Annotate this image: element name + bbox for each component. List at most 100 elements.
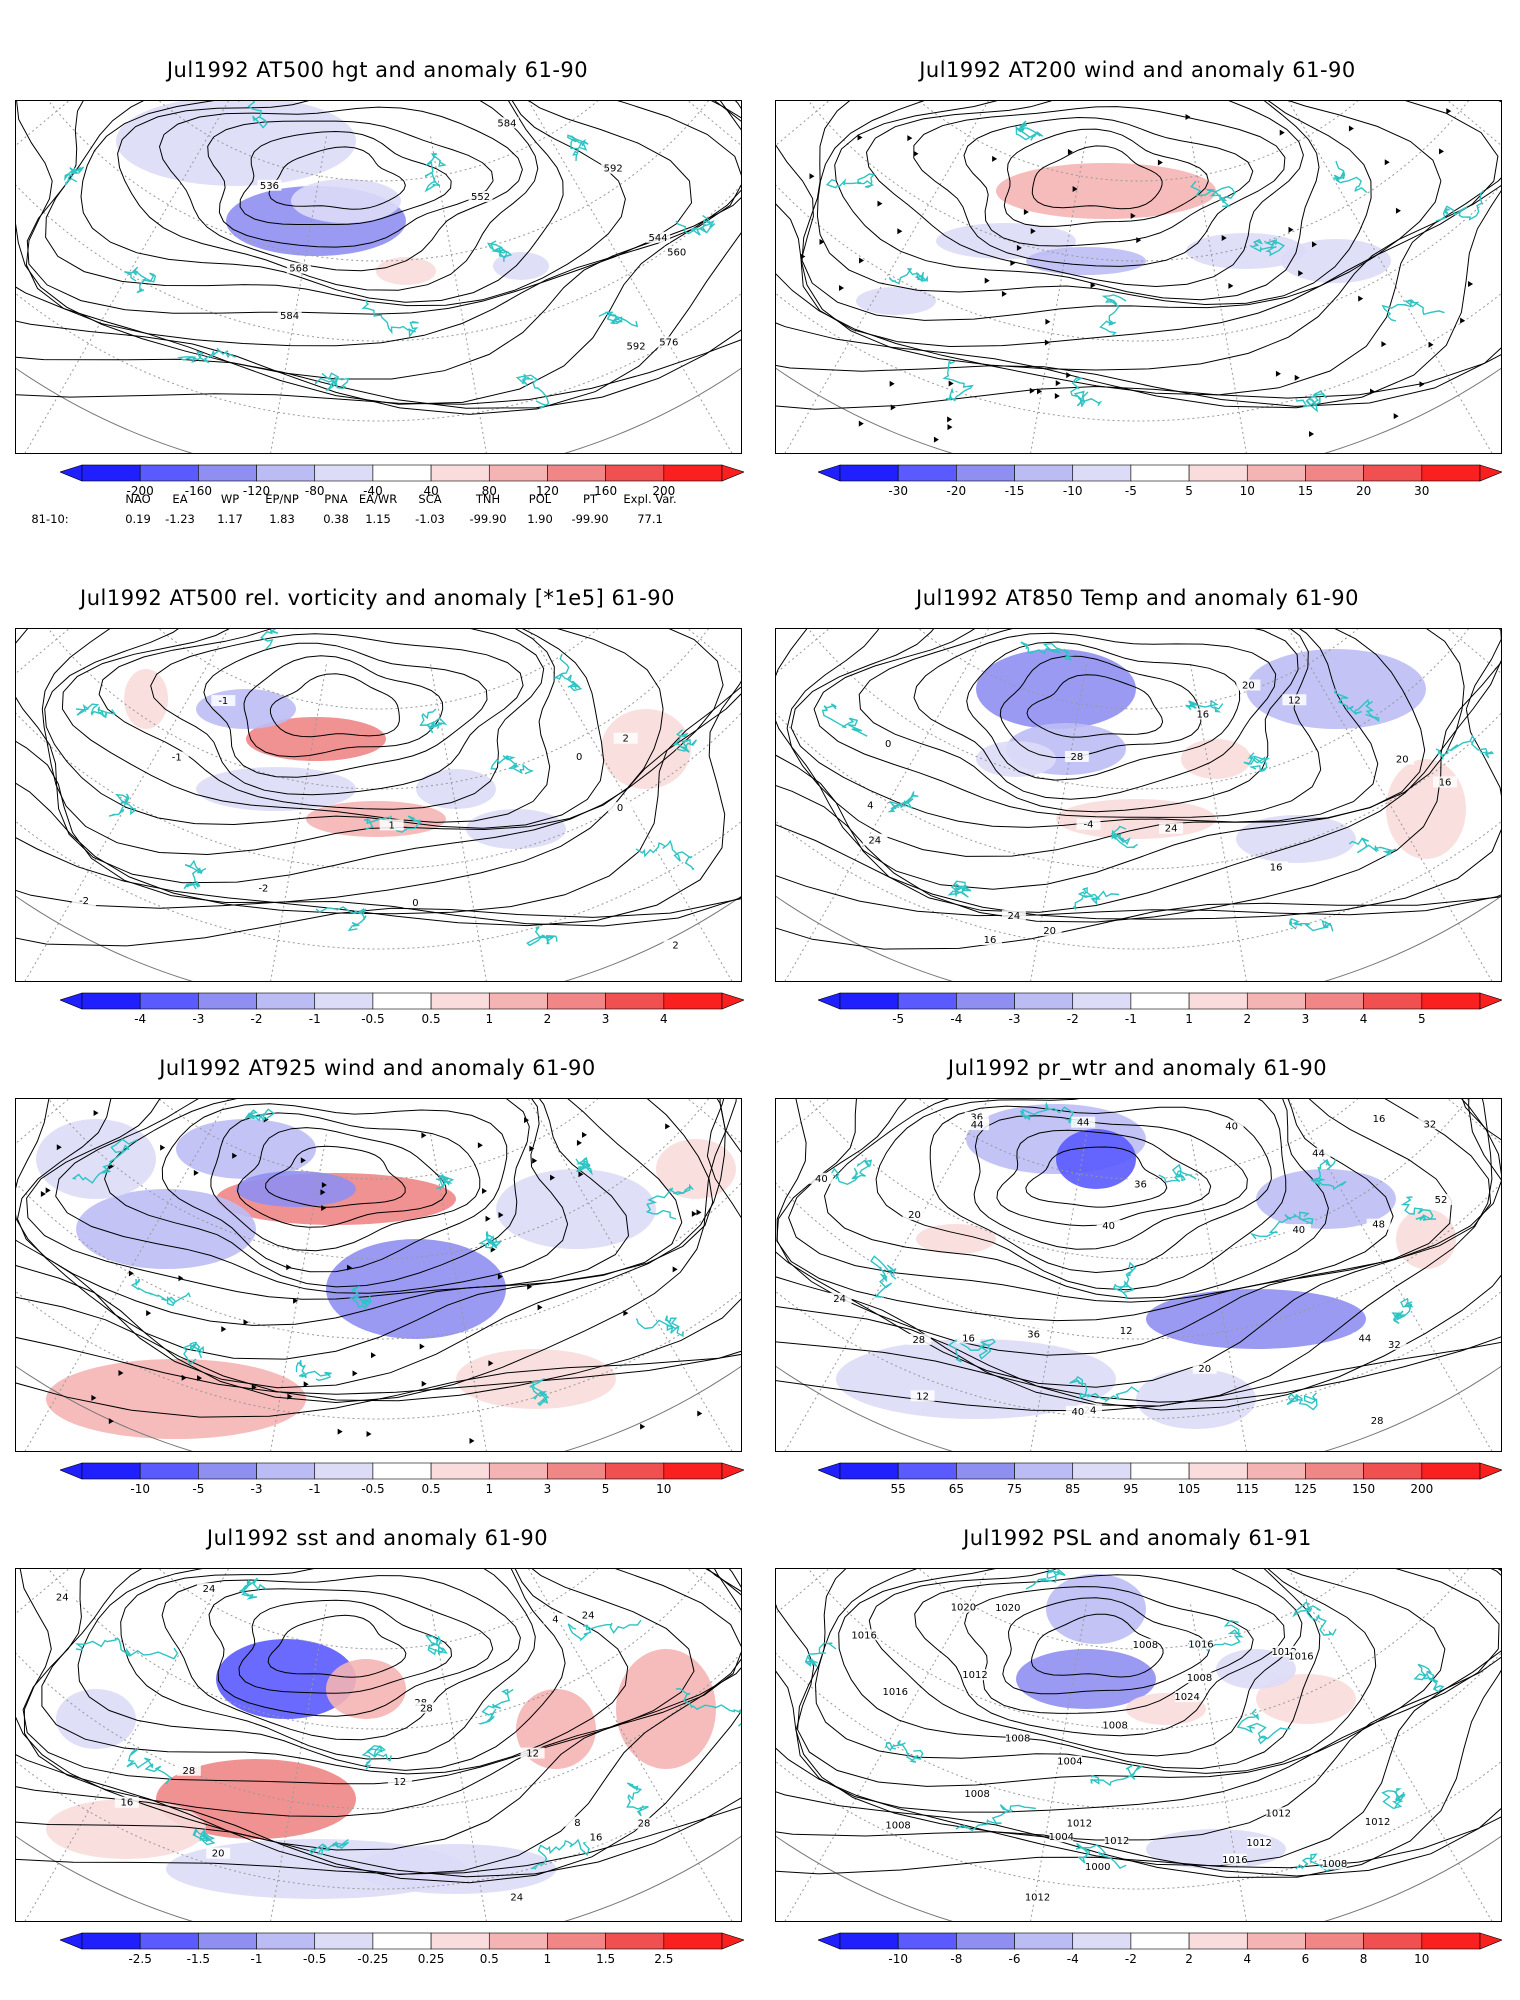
coastline-segment [1435,190,1484,222]
colorbar-segment [198,464,257,482]
coastlines [821,641,1495,932]
coastline-segment [553,653,583,692]
latitude-circle [16,1290,741,1420]
meridian-line [270,1134,327,1451]
panel-title-p3: Jul1992 AT500 rel. vorticity and anomaly… [80,586,675,610]
wind-arrow [984,277,990,284]
wind-arrow [232,1152,238,1159]
contour-labels: 2428282881216202424284121624 [50,1582,656,1904]
contour-label: 12 [1288,695,1301,706]
contour-line [61,629,555,823]
meridian-line [776,1569,830,1614]
contour-line [914,1574,1286,1737]
contour-line [776,101,1499,348]
coastline-segment [1250,237,1285,257]
colorbar-p5: -10 -5 -3 -1 -0.5 0.5 1 3 5 10 [59,1462,745,1502]
coastline-segment [1400,1196,1437,1221]
colorbar-swatches [817,992,1503,1010]
contour-label: 28 [1371,1416,1384,1427]
contour-line [1026,674,1164,738]
wind-arrow [672,1266,678,1273]
contour-label: 12 [394,1777,407,1788]
map-canvas [16,1099,741,1451]
coastline-segment [1381,299,1445,322]
anomaly-region [216,1639,356,1719]
coastline-segment [645,1183,694,1220]
coastline-segment [635,839,695,871]
contour-line [16,898,741,947]
contour-line [1002,1597,1211,1695]
wind-arrow [1395,207,1401,214]
contour-line [210,1112,481,1252]
wind-arrow [890,404,896,411]
coastline-segment [1243,752,1270,773]
meridian-line [528,1569,733,1921]
contour-lines [16,1099,741,1418]
colorbar-segment [139,464,199,482]
contour-label: 1012 [1025,1892,1050,1903]
contour-line [776,347,1501,407]
colorbar-tick-label: 4 [659,1012,668,1026]
wind-arrow [146,1310,152,1317]
colorbar-tick-label: -0.5 [303,1952,327,1966]
colorbar-labels: -5 -4 -3 -2 -1 1 2 3 4 5 [818,1012,1502,1028]
wind-arrow [576,1139,582,1146]
meridian-line [1288,1099,1493,1451]
colorbar-tick-label: 80 [481,484,497,498]
contour-line [834,101,1320,301]
contour-label: 36 [970,1113,983,1124]
contour-line [16,101,741,380]
teleconnection-value: 0.38 [323,512,349,526]
contour-line [865,101,1304,288]
contour-line [265,1145,406,1208]
colorbar-segment [1421,992,1481,1010]
colorbar-segment [1246,1462,1306,1480]
anomaly-region [176,1119,316,1179]
anomaly-region [156,1759,356,1839]
coastline-segment [567,134,589,162]
colorbar-tick-label: 2 [1243,1012,1252,1026]
colorbar-max-arrow [721,1462,745,1480]
colorbar-segment [663,464,723,482]
anomaly-region [326,1659,406,1719]
coastline-segment [315,906,367,932]
wind-arrow [197,1375,203,1382]
wind-arrow [498,1211,504,1218]
contour-label: 12 [1120,1326,1133,1337]
colorbar-segment [1188,992,1248,1010]
colorbar-segment [1246,992,1306,1010]
contour-line [776,1569,1501,1878]
wind-arrow [537,1304,543,1311]
latitude-circle [16,1760,741,1890]
colorbar-tick-label: -4 [1066,1952,1079,1966]
colorbar-tick-label: 1 [543,1952,552,1966]
colorbar-tick-label: -1 [308,1482,321,1496]
wind-arrow [1072,185,1078,192]
colorbar-max-arrow [721,464,745,482]
colorbar-segment [839,992,899,1010]
colorbar-tick-label: 5 [1185,484,1193,498]
contour-labels: 20-40481216162024282416162024 [858,679,1458,946]
contour-label: 1008 [1133,1640,1158,1651]
contour-line [267,1614,407,1678]
contour-line [776,1099,1501,1388]
contour-label: 40 [815,1174,828,1185]
colorbar-tick-label: -5 [1124,484,1137,498]
map-p7: 2428282881216202424284121624 [15,1568,742,1922]
contour-label: 4 [867,801,873,812]
colorbar-min-arrow [817,992,841,1010]
colorbar-tick-label: -30 [888,484,908,498]
latitude-circle [776,1760,1501,1890]
coastline-segment [1391,1297,1414,1325]
colorbar-tick-label: 10 [656,1482,672,1496]
anomaly-region [1056,1129,1136,1189]
contour-line [776,629,1465,890]
contour-lines [16,1569,741,1884]
contour-labels: 32 40 44 12 16 20 24 28 36 40 44 32 36 40 44 12 16 20 24 28… [809,1111,1453,1427]
contour-line [16,693,741,904]
contour-line [776,1099,1501,1403]
colorbar-segment [488,1932,548,1950]
colorbar-segment [256,464,316,482]
coastline-segment [821,703,868,737]
wind-arrow [497,1273,503,1280]
